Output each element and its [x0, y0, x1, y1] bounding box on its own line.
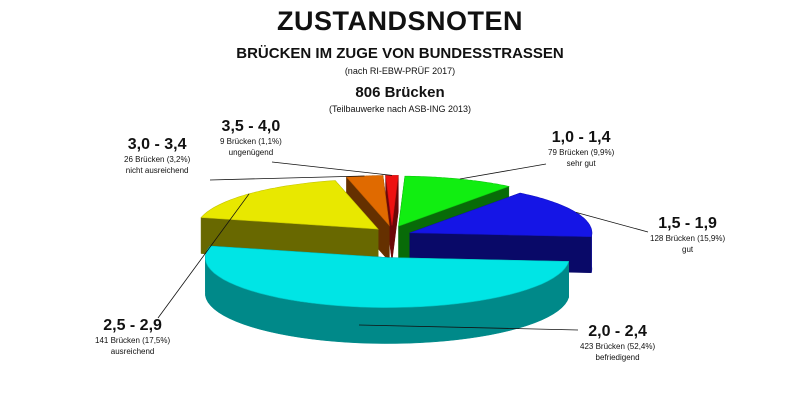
leader-line-1	[459, 163, 547, 180]
slice-label-6: 3,5 - 4,0 9 Brücken (1,1%) ungenügend	[220, 117, 282, 158]
slice-description: befriedigend	[595, 353, 640, 362]
slice-label-4: 2,5 - 2,9 141 Brücken (17,5%) ausreichen…	[95, 316, 170, 357]
guideline-note: (nach RI-EBW-PRÜF 2017)	[344, 66, 456, 76]
slice-range: 2,0 - 2,4	[588, 323, 647, 340]
slice-description: sehr gut	[566, 159, 596, 168]
slice-label-1: 1,0 - 1,4 79 Brücken (9,9%) sehr gut	[548, 128, 614, 169]
leader-line-2	[575, 212, 649, 233]
chart-title: ZUSTANDSNOTEN	[277, 6, 523, 36]
slice-count: 26 Brücken (3,2%)	[124, 155, 191, 164]
slice-count: 128 Brücken (15,9%)	[650, 234, 726, 243]
bridge-count: 806 Brücken	[355, 84, 445, 101]
pie-slice-3	[204, 245, 570, 344]
slice-count: 141 Brücken (17,5%)	[95, 336, 171, 345]
slice-label-2: 1,5 - 1,9 128 Brücken (15,9%) gut	[650, 214, 725, 255]
slice-range: 1,5 - 1,9	[658, 215, 717, 232]
slice-label-3: 2,0 - 2,4 423 Brücken (52,4%) befriedige…	[580, 322, 655, 363]
slice-range: 1,0 - 1,4	[551, 129, 611, 146]
slice-range: 2,5 - 2,9	[103, 317, 162, 334]
slice-count: 79 Brücken (9,9%)	[548, 148, 615, 157]
slice-range: 3,5 - 4,0	[221, 118, 281, 135]
slice-range: 3,0 - 3,4	[127, 136, 187, 153]
slice-description: ausreichend	[110, 347, 155, 356]
leader-line-3	[358, 324, 579, 331]
slice-count: 9 Brücken (1,1%)	[220, 137, 282, 146]
leader-line-6	[271, 161, 393, 176]
leader-line-4	[157, 193, 250, 319]
slice-count: 423 Brücken (52,4%)	[580, 342, 656, 351]
slice-description: nicht ausreichend	[125, 166, 189, 175]
slice-label-5: 3,0 - 3,4 26 Brücken (3,2%) nicht ausrei…	[124, 135, 190, 176]
slice-description: gut	[682, 245, 694, 254]
chart-subtitle: BRÜCKEN IM ZUGE VON BUNDESSTRASSEN	[236, 45, 564, 62]
slice-description: ungenügend	[228, 148, 274, 157]
leader-line-5	[209, 175, 365, 181]
structure-note: (Teilbauwerke nach ASB-ING 2013)	[328, 104, 472, 114]
